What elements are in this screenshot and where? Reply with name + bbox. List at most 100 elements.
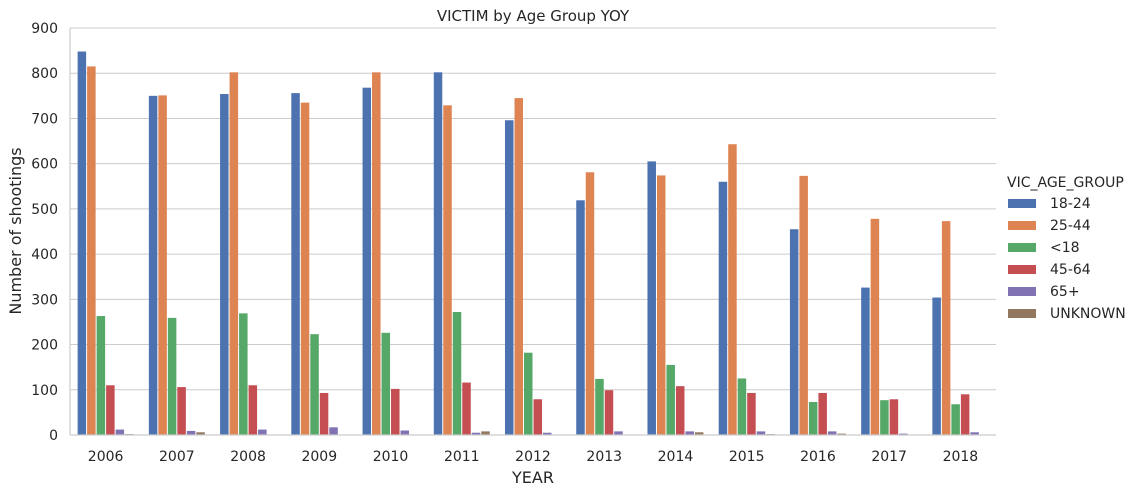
legend-swatch	[1008, 265, 1036, 274]
y-tick-label: 400	[31, 247, 58, 263]
bar	[291, 93, 299, 435]
bar	[605, 390, 613, 435]
bar	[871, 219, 879, 435]
bar	[97, 316, 105, 435]
bar	[329, 427, 337, 435]
legend-label: 18-24	[1050, 196, 1091, 212]
chart-title: VICTIM by Age Group YOY	[437, 7, 630, 25]
y-axis-title: Number of shootings	[6, 147, 25, 314]
bar	[818, 393, 826, 435]
bar	[861, 288, 869, 435]
bar	[747, 393, 755, 435]
bar	[728, 144, 736, 435]
legend-item: UNKNOWN	[1008, 306, 1126, 322]
y-tick-label: 300	[31, 292, 58, 308]
legend-label: <18	[1050, 240, 1080, 256]
y-tick-label: 200	[31, 338, 58, 354]
bar	[249, 385, 257, 435]
x-tick-label: 2018	[943, 449, 979, 465]
legend-swatch	[1008, 287, 1036, 296]
bar	[515, 98, 523, 435]
bar	[372, 72, 380, 435]
bar-group-2017	[861, 219, 917, 435]
bar	[116, 430, 124, 435]
x-tick-label: 2010	[373, 449, 409, 465]
legend-item: 45-64	[1008, 262, 1091, 278]
bar-group-2018	[932, 221, 988, 435]
legend-swatch	[1008, 221, 1036, 230]
x-tick-label: 2017	[871, 449, 907, 465]
y-tick-label: 700	[31, 111, 58, 127]
y-tick-label: 100	[31, 383, 58, 399]
bar	[382, 333, 390, 435]
legend-label: 45-64	[1050, 262, 1091, 278]
bar	[177, 387, 185, 435]
bar	[790, 229, 798, 435]
bar	[363, 88, 371, 435]
x-tick-label: 2006	[88, 449, 124, 465]
bar	[534, 399, 542, 435]
x-tick-label: 2011	[444, 449, 480, 465]
bar	[951, 404, 959, 435]
x-tick-label: 2012	[515, 449, 551, 465]
x-tick-label: 2015	[729, 449, 765, 465]
bar	[301, 103, 309, 435]
bar	[158, 95, 166, 435]
bar	[87, 66, 95, 435]
x-tick-label: 2014	[658, 449, 694, 465]
y-tick-label: 600	[31, 157, 58, 173]
bar-group-2013	[576, 172, 632, 435]
x-tick-label: 2009	[301, 449, 337, 465]
bar	[106, 385, 114, 435]
legend-title: VIC_AGE_GROUP	[1007, 175, 1124, 191]
bar	[809, 402, 817, 435]
bar	[462, 383, 470, 435]
legend-swatch	[1008, 243, 1036, 252]
x-tick-label: 2013	[586, 449, 622, 465]
bar	[586, 172, 594, 435]
x-tick-label: 2007	[159, 449, 195, 465]
bar	[391, 389, 399, 435]
bar	[961, 394, 969, 435]
bar-group-2012	[505, 98, 561, 435]
bar	[220, 94, 228, 435]
bar	[453, 312, 461, 435]
bar	[647, 161, 655, 435]
bar-group-2009	[291, 93, 347, 435]
bar-group-2016	[790, 176, 846, 435]
bar	[149, 96, 157, 435]
axes-layer	[70, 28, 996, 435]
legend-item: 18-24	[1008, 196, 1091, 212]
bar-group-2014	[647, 161, 703, 435]
bar	[676, 386, 684, 435]
bar	[434, 72, 442, 435]
bar	[719, 182, 727, 435]
legend-label: 25-44	[1050, 218, 1091, 234]
bar-group-2015	[719, 144, 775, 435]
legend-label: UNKNOWN	[1050, 306, 1126, 322]
legend-swatch	[1008, 309, 1036, 318]
legend-item: 25-44	[1008, 218, 1091, 234]
x-tick-label: 2016	[800, 449, 836, 465]
bar	[310, 334, 318, 435]
bar	[799, 176, 807, 435]
bar	[505, 120, 513, 435]
bar	[666, 365, 674, 435]
bar-group-2007	[149, 95, 205, 435]
y-tick-label: 0	[49, 428, 58, 444]
bar	[738, 378, 746, 435]
x-tick-label: 2008	[230, 449, 266, 465]
bar	[78, 52, 86, 435]
bars-layer	[78, 52, 989, 435]
bar	[187, 431, 195, 435]
x-axis-title: YEAR	[511, 468, 554, 487]
y-tick-label: 500	[31, 202, 58, 218]
bar	[932, 298, 940, 435]
grid-layer	[70, 28, 996, 435]
y-tick-label: 900	[31, 21, 58, 37]
bar-group-2006	[78, 52, 134, 435]
bar	[890, 399, 898, 435]
